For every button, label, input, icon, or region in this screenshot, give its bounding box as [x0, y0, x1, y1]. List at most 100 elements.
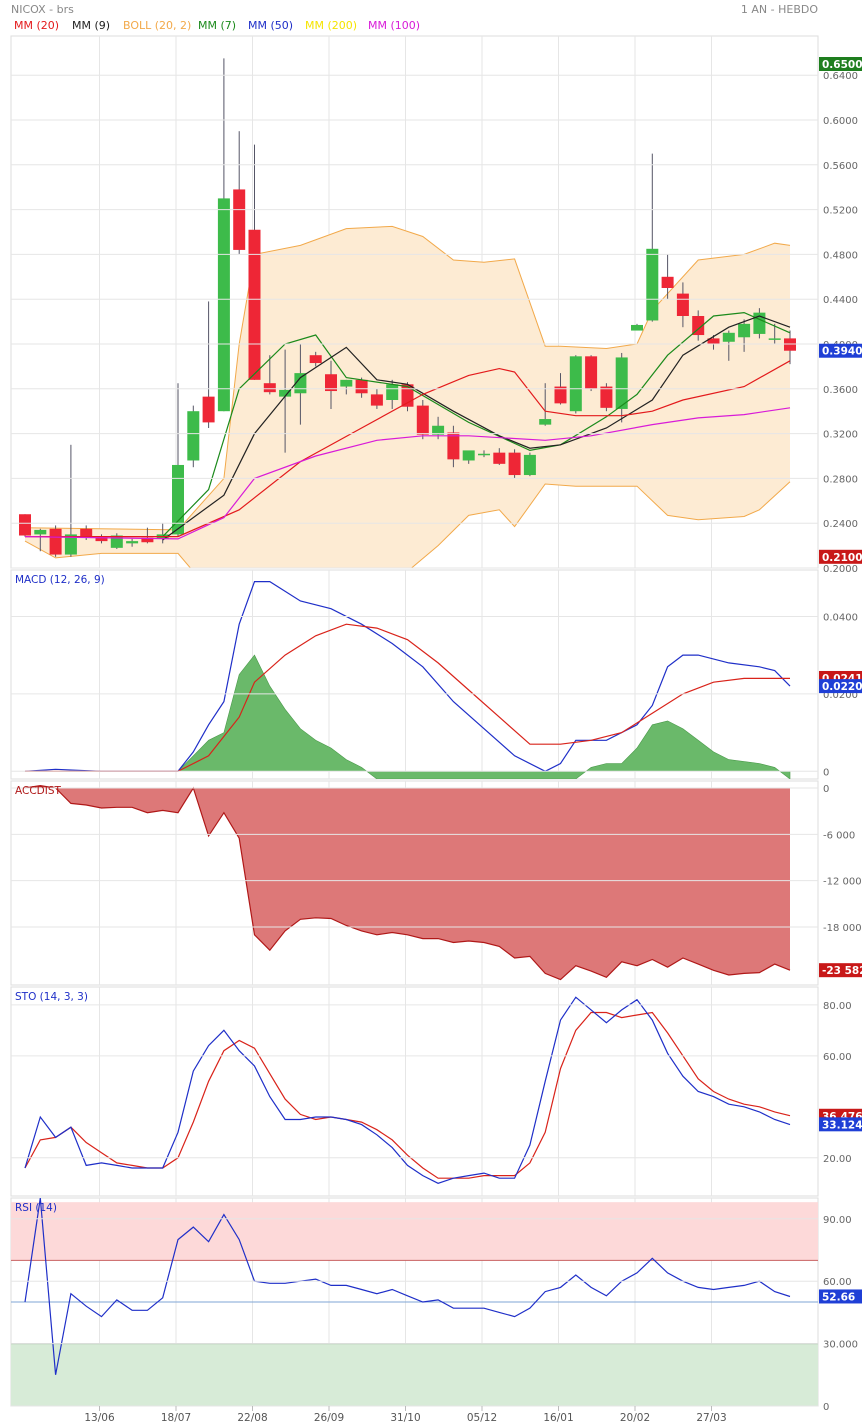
y-tick-label: 0.6400 [823, 71, 858, 82]
candle-body [569, 356, 582, 412]
candle-body [600, 386, 613, 408]
candle-body [279, 389, 292, 397]
candle-body [554, 386, 567, 404]
candle-body [95, 536, 108, 542]
candle-body [64, 534, 77, 555]
value-badge-label: 0.0220 [822, 681, 863, 693]
candle-body [370, 394, 383, 406]
x-tick-label: 31/10 [390, 1412, 420, 1424]
panel-title: ACCDIST [15, 785, 62, 797]
bollinger-upper-line [24, 225, 791, 531]
y-tick-label: 0.0200 [823, 690, 858, 701]
candle-body [615, 357, 628, 409]
y-tick-label: 0.5600 [823, 161, 858, 172]
value-badge [819, 1289, 862, 1304]
x-tick-label: 18/07 [161, 1412, 191, 1424]
candle-body [493, 452, 506, 464]
macd-series-line [25, 623, 790, 772]
y-tick-label: 80.00 [823, 1001, 852, 1012]
rsi-line [24, 1198, 791, 1375]
candle-body [738, 323, 751, 338]
x-tick-label: 13/06 [84, 1412, 115, 1424]
x-tick-label: 27/03 [696, 1412, 726, 1424]
candle-body [661, 276, 674, 288]
indicator-legend: MM (20) MM (9) BOLL (20, 2) MM (7) MM (50) MM… [14, 19, 420, 32]
x-tick-label: 16/01 [543, 1412, 573, 1424]
panel-title: MACD (12, 26, 9) [15, 574, 105, 586]
candle-body [631, 324, 643, 331]
candle-body [202, 396, 215, 423]
y-tick-label: 0.4800 [823, 250, 858, 261]
legend-item: MM (50) [248, 19, 293, 32]
candle-body [294, 373, 307, 394]
y-tick-label: 60.00 [823, 1277, 852, 1288]
y-tick-label: -12 000 [823, 877, 862, 888]
candle-body [386, 384, 399, 400]
rsi-oversold-zone [11, 1343, 818, 1406]
macd-series-line [24, 581, 791, 772]
y-tick-label: -18 000 [823, 923, 862, 934]
x-tick-label: 05/12 [467, 1412, 497, 1424]
candle-body [34, 529, 47, 535]
value-badge-label: -23 582 [822, 965, 864, 977]
value-badge [819, 57, 862, 71]
rsi-panel: 90.00 60.00 30.000 0 52.66 RSI (14) [10, 1197, 862, 1413]
value-badge-label: 52.66 [822, 1291, 855, 1303]
candle-body [523, 454, 536, 476]
legend-item: MM (100) [368, 19, 420, 32]
candle-body [340, 379, 353, 387]
sto-k-line [24, 996, 791, 1184]
candle-body [416, 405, 429, 435]
price-plot [19, 58, 796, 568]
candle-body [325, 374, 337, 392]
candle-body [707, 338, 720, 344]
value-badge [819, 1117, 862, 1132]
y-tick-label: 0.4400 [823, 295, 858, 306]
symbol-label: NICOX - brs [11, 3, 74, 16]
value-badge-label: 0.6500 [822, 59, 863, 71]
candle-body [692, 316, 705, 336]
bollinger-lower-line [24, 481, 791, 568]
candle-body [784, 338, 796, 351]
candle-body [49, 528, 62, 555]
legend-item: MM (9) [72, 19, 110, 32]
moving-average-line [162, 315, 791, 541]
accdist-panel: 0 -6 000 -12 000 -18 000 -23 582 ACCDIST [10, 780, 864, 986]
candle-body [172, 464, 184, 535]
y-tick-label: -6 000 [823, 830, 855, 841]
candle-body [263, 383, 276, 393]
y-tick-label: 0.2000 [823, 564, 858, 575]
candle-body [309, 355, 322, 364]
y-tick-label: 0.5200 [823, 206, 858, 217]
panel-title: RSI (14) [15, 1202, 57, 1214]
candle-body [19, 514, 31, 536]
y-tick-label: 60.00 [823, 1052, 852, 1063]
candle-body [217, 198, 230, 412]
candle-body [355, 379, 368, 394]
candle-body [432, 425, 445, 435]
price-panel: 0.64000.60000.56000.52000.48000.44000.40… [10, 35, 863, 575]
x-tick-label: 22/08 [237, 1412, 267, 1424]
chart-panels: 0.64000.60000.56000.52000.48000.44000.40… [10, 35, 864, 1413]
value-badge-label: 0.3940 [822, 346, 863, 358]
y-tick-label: 0 [823, 784, 829, 795]
x-axis: 13/06 18/07 22/08 26/09 31/10 05/12 16/01 20/02… [84, 1406, 727, 1424]
sto-plot [24, 996, 791, 1184]
candle-body [646, 248, 659, 321]
period-label: 1 AN - HEBDO [741, 3, 818, 16]
value-badge [819, 343, 862, 358]
candle-body [585, 356, 598, 389]
value-badge-label: 33.124 [822, 1119, 863, 1131]
x-tick-label: 20/02 [620, 1412, 650, 1424]
candle-body [187, 411, 200, 461]
legend-item: MM (200) [305, 19, 357, 32]
panel-frame [10, 986, 819, 1197]
legend-item: MM (20) [14, 19, 59, 32]
y-tick-label: 20.00 [823, 1154, 852, 1165]
y-tick-label: 0.2800 [823, 474, 858, 485]
moving-average-line [25, 360, 791, 538]
y-tick-label: 0.0400 [823, 612, 858, 623]
candle-body [768, 338, 781, 340]
